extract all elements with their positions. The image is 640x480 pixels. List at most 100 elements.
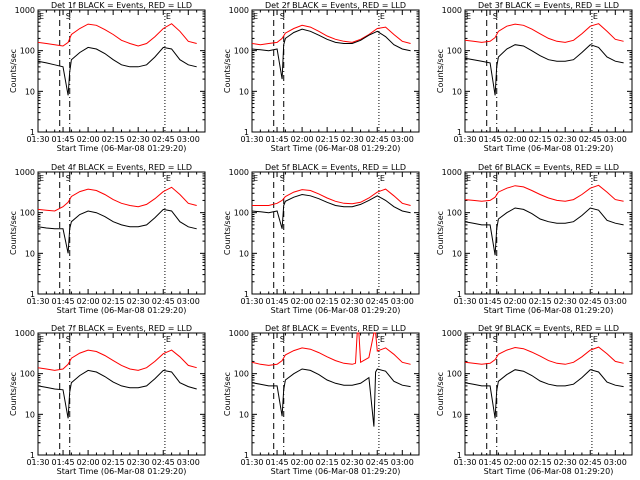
- y-axis-label: Counts/sec: [9, 211, 18, 255]
- x-tick-label: 01:30: [240, 458, 263, 467]
- y-tick-label: 10: [239, 410, 249, 419]
- x-axis-label: Start Time (06-Mar-08 01:29:20): [271, 144, 401, 153]
- plot-frame: [464, 171, 633, 295]
- x-tick-label: 03:00: [604, 458, 627, 467]
- x-tick-label: 01:30: [26, 297, 49, 306]
- panel-title: Det 8f BLACK = Events, RED = LLD: [265, 324, 406, 333]
- panel-7: Det 7f BLACK = Events, RED = LLD 1 10 100 10…: [9, 324, 206, 476]
- x-tick-label: 02:45: [366, 135, 389, 144]
- lld-series-line: [37, 186, 197, 212]
- y-axis-label: Counts/sec: [223, 211, 232, 255]
- x-tick-label: 02:15: [316, 297, 339, 306]
- events-series-line: [251, 193, 411, 229]
- lld-series-line: [252, 188, 411, 206]
- x-tick-label: 02:00: [291, 458, 314, 467]
- marker-label: S: [66, 12, 71, 21]
- y-tick-label: 100: [20, 370, 35, 379]
- x-tick-label: 02:00: [504, 458, 527, 467]
- events-series-line: [37, 46, 197, 96]
- panel-3: Det 3f BLACK = Events, RED = LLD 1 10 100 10…: [436, 1, 633, 153]
- x-tick-label: 03:00: [177, 135, 200, 144]
- x-tick-label: 01:30: [240, 135, 263, 144]
- lld-series-line: [251, 24, 411, 46]
- x-tick-label: 01:30: [453, 458, 476, 467]
- x-tick-label: 01:45: [266, 458, 289, 467]
- y-tick-label: 100: [234, 47, 249, 56]
- x-tick-label: 02:30: [127, 135, 150, 144]
- x-tick-label: 02:00: [504, 135, 527, 144]
- marker-label: S: [493, 335, 498, 344]
- y-tick-label: 1: [30, 128, 35, 137]
- x-tick-label: 02:15: [529, 297, 552, 306]
- panel-1: Det 1f BLACK = Events, RED = LLD 1 10 100 10…: [9, 1, 206, 153]
- x-tick-label: 02:45: [579, 135, 602, 144]
- x-axis-label: Start Time (06-Mar-08 01:29:20): [484, 306, 614, 315]
- x-tick-label: 01:45: [52, 135, 75, 144]
- y-tick-label: 10: [25, 87, 35, 96]
- x-axis-label: Start Time (06-Mar-08 01:29:20): [57, 144, 187, 153]
- y-tick-label: 1: [457, 290, 462, 299]
- events-series-line: [251, 368, 411, 427]
- x-tick-label: 03:00: [391, 297, 414, 306]
- marker-label: E: [466, 335, 471, 344]
- marker-label: S: [493, 174, 498, 183]
- y-axis-label: Counts/sec: [436, 49, 445, 93]
- x-tick-label: 02:15: [102, 297, 125, 306]
- y-tick-label: 100: [447, 370, 462, 379]
- lld-series-line: [464, 346, 624, 365]
- y-tick-label: 1000: [442, 329, 462, 338]
- y-axis-label: Counts/sec: [9, 49, 18, 93]
- y-tick-label: 10: [239, 87, 249, 96]
- y-tick-label: 1000: [15, 329, 35, 338]
- events-series-line: [37, 369, 197, 419]
- x-tick-label: 02:30: [554, 297, 577, 306]
- x-axis-label: Start Time (06-Mar-08 01:29:20): [271, 306, 401, 315]
- marker-label: E: [39, 174, 44, 183]
- lld-series-line: [37, 349, 197, 371]
- panel-title: Det 6f BLACK = Events, RED = LLD: [478, 163, 619, 172]
- marker-label: E: [466, 12, 471, 21]
- x-axis-label: Start Time (06-Mar-08 01:29:20): [484, 467, 614, 476]
- marker-label: S: [280, 12, 285, 21]
- y-axis-label: Counts/sec: [436, 372, 445, 416]
- x-tick-label: 02:45: [152, 135, 175, 144]
- x-tick-label: 01:30: [453, 135, 476, 144]
- marker-label: E: [593, 174, 598, 183]
- x-tick-label: 01:30: [26, 458, 49, 467]
- x-axis-label: Start Time (06-Mar-08 01:29:20): [57, 467, 187, 476]
- y-axis-label: Counts/sec: [436, 211, 445, 255]
- panel-title: Det 7f BLACK = Events, RED = LLD: [51, 324, 192, 333]
- x-tick-label: 03:00: [391, 458, 414, 467]
- x-tick-label: 02:15: [102, 458, 125, 467]
- events-series-line: [37, 208, 197, 254]
- x-tick-label: 03:00: [177, 458, 200, 467]
- marker-label: E: [39, 12, 44, 21]
- x-tick-label: 03:00: [604, 135, 627, 144]
- x-tick-label: 02:30: [554, 135, 577, 144]
- marker-label: E: [593, 335, 598, 344]
- marker-label: S: [493, 12, 498, 21]
- x-tick-label: 02:00: [504, 297, 527, 306]
- plot-frame: [464, 332, 633, 456]
- panel-4: Det 4f BLACK = Events, RED = LLD 1 10 100 10…: [9, 163, 206, 315]
- x-tick-label: 02:15: [529, 458, 552, 467]
- x-tick-label: 02:45: [366, 297, 389, 306]
- events-series-line: [464, 207, 624, 256]
- y-tick-label: 10: [25, 249, 35, 258]
- panel-title: Det 4f BLACK = Events, RED = LLD: [51, 163, 192, 172]
- x-tick-label: 01:45: [52, 458, 75, 467]
- x-tick-label: 02:00: [77, 458, 100, 467]
- panel-title: Det 1f BLACK = Events, RED = LLD: [51, 1, 192, 10]
- x-tick-label: 02:00: [77, 135, 100, 144]
- y-tick-label: 10: [452, 249, 462, 258]
- marker-label: E: [593, 12, 598, 21]
- x-tick-label: 01:45: [52, 297, 75, 306]
- panel-title: Det 2f BLACK = Events, RED = LLD: [265, 1, 406, 10]
- plot-frame: [37, 332, 206, 456]
- y-tick-label: 100: [234, 370, 249, 379]
- plot-frame: [37, 9, 206, 133]
- marker-label: E: [466, 174, 471, 183]
- panel-5: Det 5f BLACK = Events, RED = LLD 1 10 100 10…: [223, 163, 420, 315]
- x-tick-label: 02:15: [316, 458, 339, 467]
